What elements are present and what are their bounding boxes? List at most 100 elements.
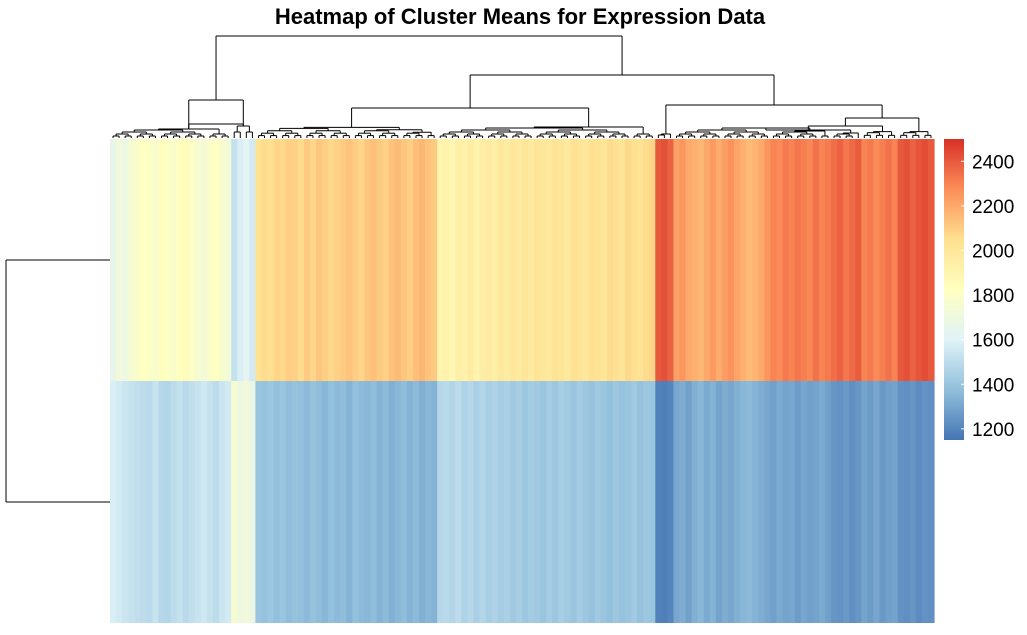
heatmap-cell-bottom — [467, 381, 475, 623]
heatmap-cell-top — [497, 139, 505, 381]
heatmap-cell-bottom — [843, 381, 850, 623]
heatmap-cell-bottom — [546, 381, 553, 623]
heatmap-cell-top — [855, 139, 862, 381]
heatmap-cell-top — [806, 139, 814, 381]
heatmap-cell-bottom — [491, 381, 499, 623]
heatmap-cell-top — [431, 139, 438, 381]
heatmap-cell-bottom — [679, 381, 687, 623]
heatmap-cell-bottom — [334, 381, 341, 623]
heatmap-cell-bottom — [788, 381, 796, 623]
heatmap-cell-top — [534, 139, 541, 381]
heatmap-cell-bottom — [849, 381, 856, 623]
heatmap-cell-top — [709, 139, 717, 381]
heatmap-cell-top — [746, 139, 753, 381]
heatmap-cell-top — [279, 139, 287, 381]
heatmap-cell-bottom — [485, 381, 493, 623]
heatmap-cell-top — [885, 139, 893, 381]
heatmap-cell-bottom — [776, 381, 784, 623]
heatmap-cell-top — [740, 139, 747, 381]
heatmap-cell-bottom — [740, 381, 747, 623]
colorbar-tick-label: 1800 — [972, 286, 1014, 307]
heatmap-cell-top — [691, 139, 699, 381]
heatmap-cell-bottom — [340, 381, 347, 623]
heatmap-cell-top — [643, 139, 650, 381]
heatmap-cell-top — [509, 139, 517, 381]
heatmap-cell-bottom — [255, 381, 263, 623]
heatmap-cell-top — [128, 139, 135, 381]
heatmap-cell-top — [600, 139, 608, 381]
heatmap-cell-top — [734, 139, 741, 381]
heatmap-cell-top — [340, 139, 347, 381]
heatmap-cell-bottom — [267, 381, 275, 623]
heatmap-cell-top — [824, 139, 832, 381]
heatmap-cell-top — [291, 139, 299, 381]
heatmap-cell-bottom — [861, 381, 868, 623]
heatmap-cell-bottom — [558, 381, 566, 623]
heatmap-cell-top — [788, 139, 796, 381]
heatmap-cell-top — [170, 139, 178, 381]
heatmap-cell-top — [515, 139, 523, 381]
heatmap-cell-top — [110, 139, 117, 381]
heatmap-cell-bottom — [346, 381, 353, 623]
heatmap-cell-top — [140, 139, 147, 381]
heatmap-cell-top — [558, 139, 566, 381]
heatmap-cell-top — [455, 139, 463, 381]
heatmap-cell-top — [915, 139, 923, 381]
heatmap-cell-top — [685, 139, 693, 381]
heatmap-cell-top — [891, 139, 899, 381]
heatmap-cell-bottom — [921, 381, 929, 623]
heatmap-cell-bottom — [782, 381, 790, 623]
heatmap-cell-top — [697, 139, 705, 381]
heatmap-cell-top — [237, 139, 244, 381]
heatmap-cell-top — [612, 139, 620, 381]
heatmap-cell-bottom — [873, 381, 881, 623]
heatmap-cell-top — [552, 139, 559, 381]
heatmap-cell-top — [461, 139, 469, 381]
heatmap-cell-top — [528, 139, 535, 381]
heatmap-cell-top — [879, 139, 887, 381]
heatmap-cell-top — [818, 139, 826, 381]
heatmap-cell-bottom — [400, 381, 408, 623]
heatmap-cell-bottom — [812, 381, 820, 623]
heatmap-cell-top — [213, 139, 220, 381]
heatmap-cell-bottom — [806, 381, 814, 623]
colorbar-tick-label: 2000 — [972, 241, 1014, 262]
heatmap-cell-bottom — [261, 381, 269, 623]
heatmap-cell-bottom — [309, 381, 317, 623]
heatmap-cell-top — [309, 139, 317, 381]
heatmap-cell-top — [358, 139, 366, 381]
heatmap-cell-top — [867, 139, 875, 381]
heatmap-cell-top — [667, 139, 675, 381]
heatmap-cell-bottom — [818, 381, 826, 623]
heatmap-cell-bottom — [734, 381, 741, 623]
heatmap-cell-bottom — [200, 381, 208, 623]
heatmap-cell-bottom — [225, 381, 232, 623]
heatmap-cell-bottom — [352, 381, 360, 623]
heatmap-cell-bottom — [443, 381, 450, 623]
heatmap-cell-bottom — [709, 381, 717, 623]
heatmap-cell-bottom — [522, 381, 529, 623]
heatmap-cell-top — [200, 139, 208, 381]
heatmap-cell-bottom — [316, 381, 323, 623]
heatmap-cell-bottom — [655, 381, 662, 623]
heatmap-cell-bottom — [128, 381, 135, 623]
heatmap-cell-bottom — [152, 381, 160, 623]
heatmap-cell-bottom — [770, 381, 778, 623]
heatmap-cell-top — [812, 139, 820, 381]
heatmap-cell-top — [206, 139, 214, 381]
heatmap-cell-bottom — [297, 381, 305, 623]
heatmap-cell-bottom — [364, 381, 372, 623]
heatmap-cell-top — [903, 139, 911, 381]
heatmap-cell-bottom — [322, 381, 329, 623]
heatmap-cell-bottom — [758, 381, 765, 623]
heatmap-cell-bottom — [412, 381, 420, 623]
heatmap-cell-top — [843, 139, 850, 381]
heatmap-cell-top — [370, 139, 378, 381]
heatmap-cell-bottom — [606, 381, 614, 623]
heatmap-cell-top — [703, 139, 711, 381]
heatmap-cell-bottom — [764, 381, 772, 623]
heatmap-cell-top — [649, 139, 656, 381]
heatmap-cell-bottom — [122, 381, 129, 623]
heatmap-cell-bottom — [588, 381, 596, 623]
heatmap-cell-bottom — [140, 381, 147, 623]
